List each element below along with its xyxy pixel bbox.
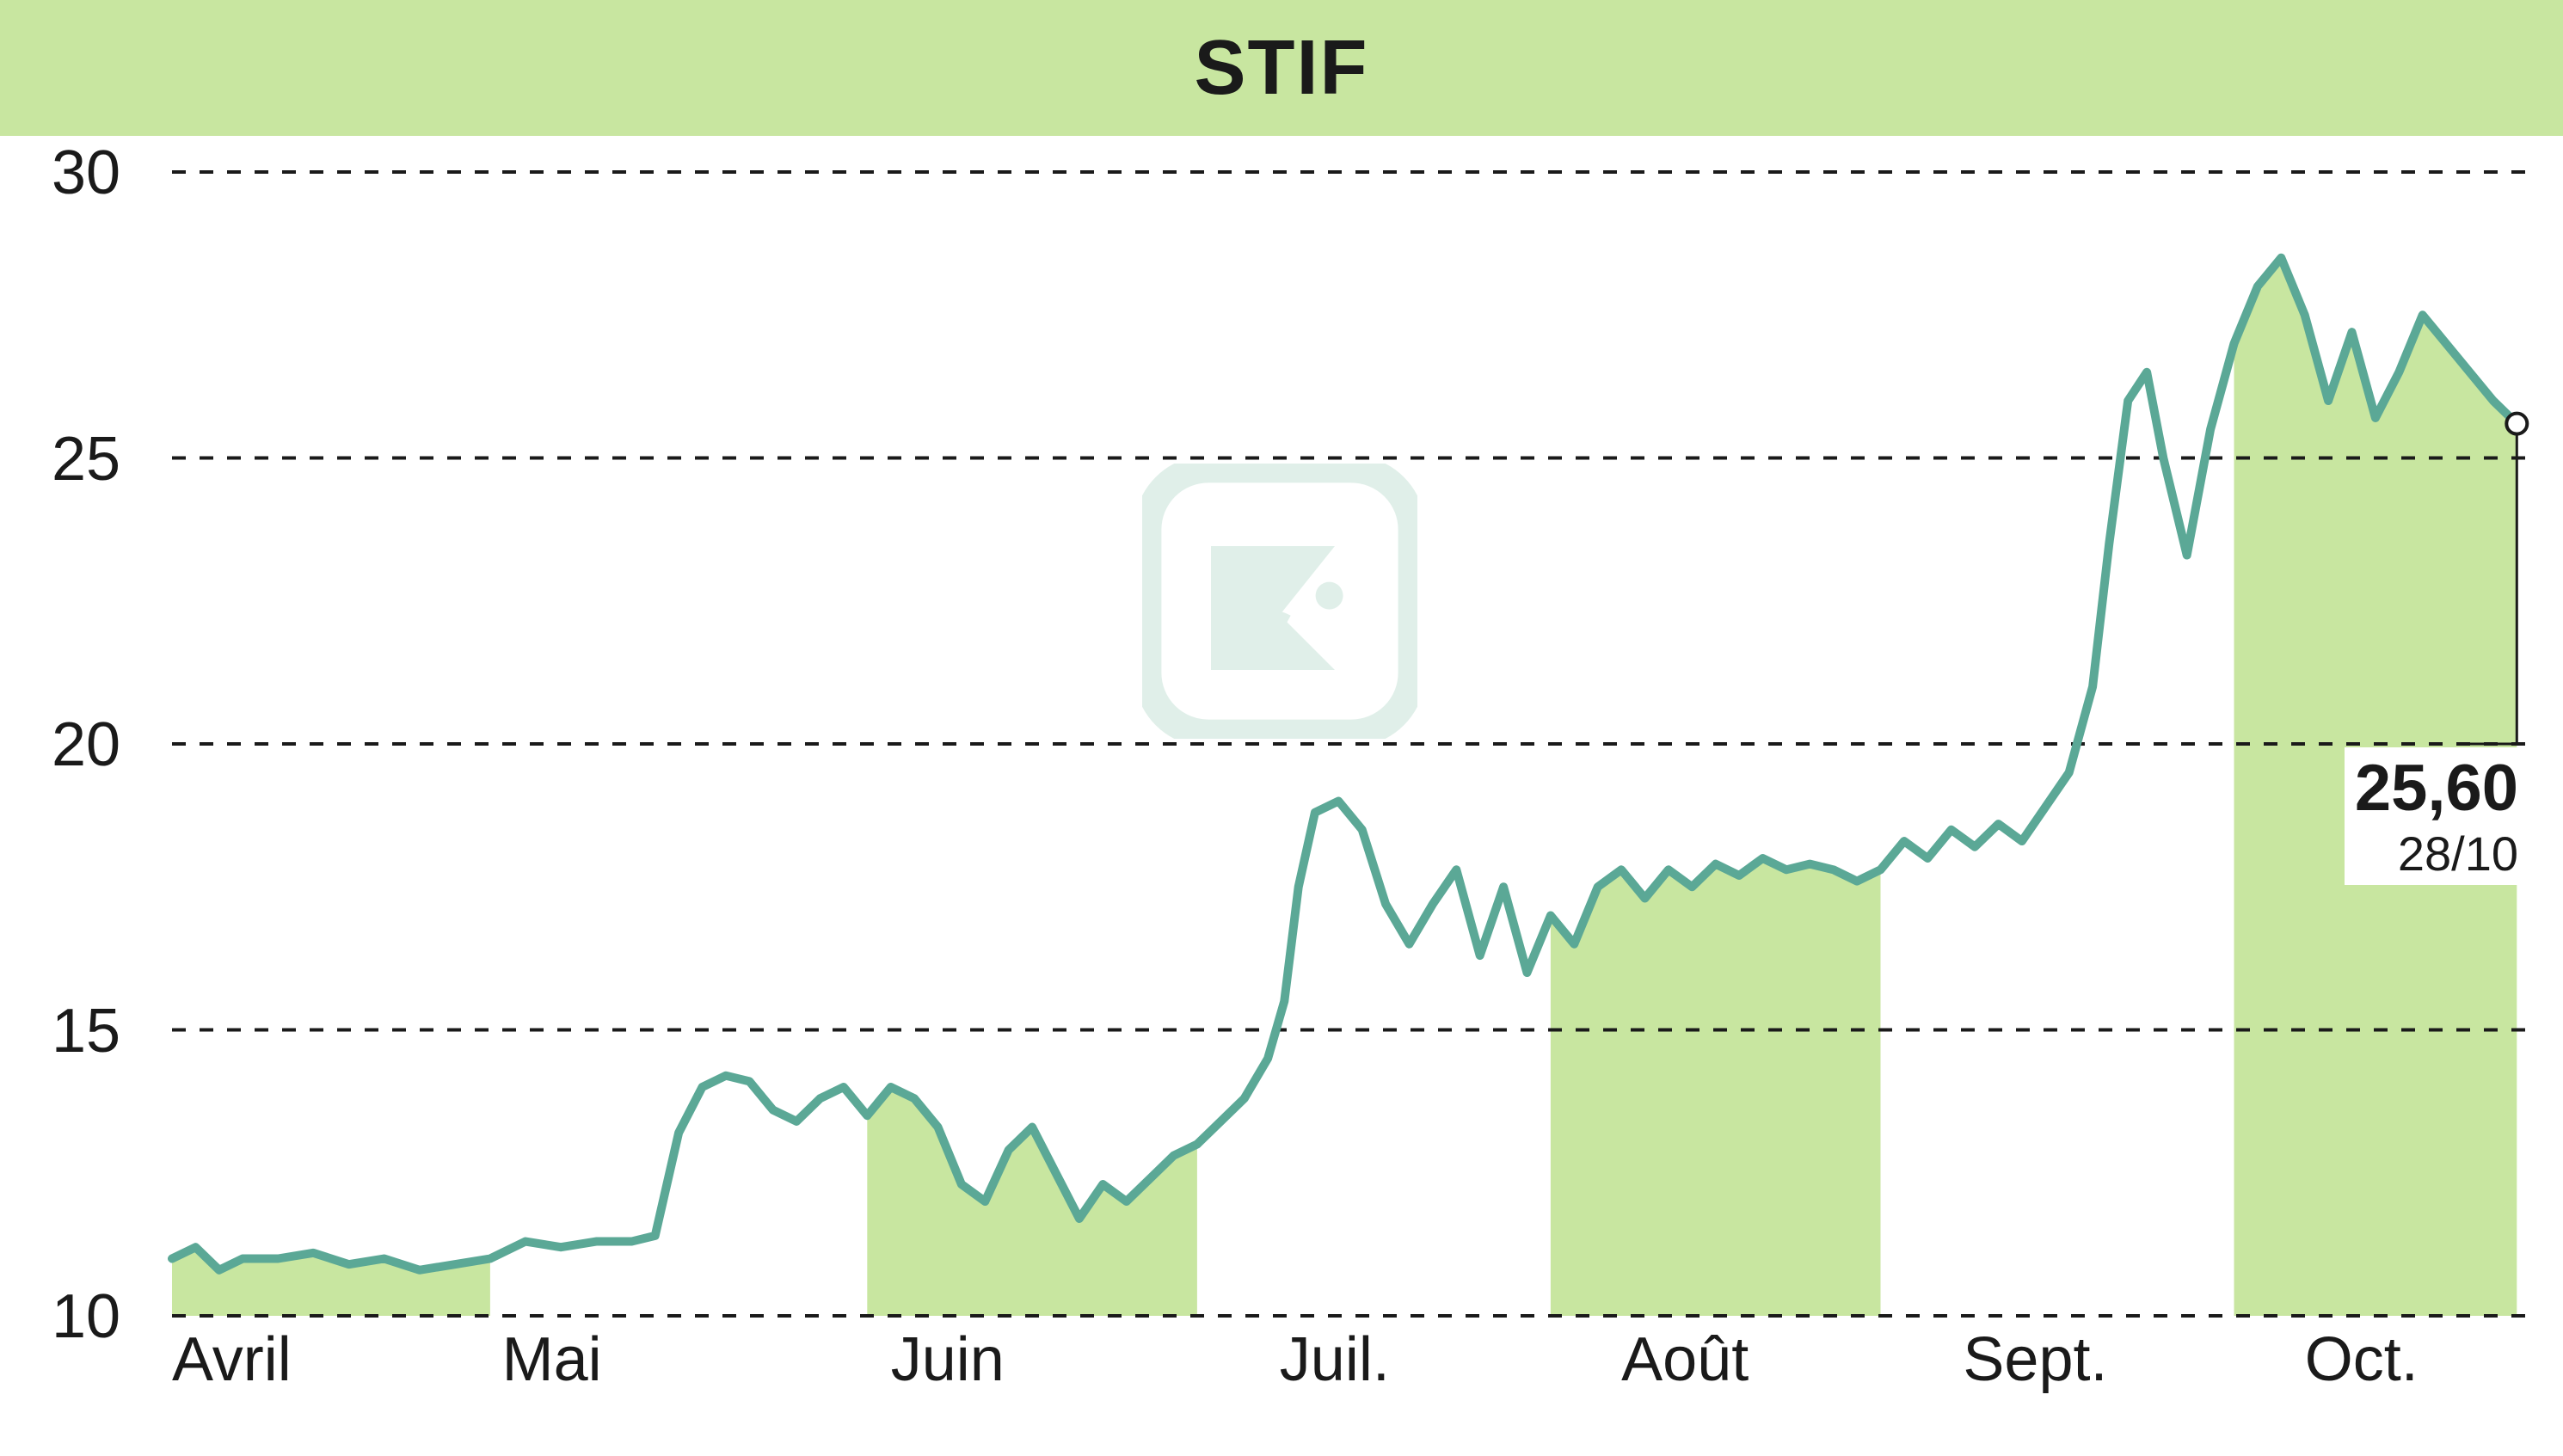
area-fill	[867, 1087, 1197, 1316]
x-tick-label: Juil.	[1280, 1324, 1390, 1395]
x-tick-label: Mai	[502, 1324, 602, 1395]
chart-container: 10 15 20 25 30 Avril Mai Juin Juil. Août Sept. Oct…	[0, 136, 2563, 1456]
x-tick-label: Oct.	[2305, 1324, 2419, 1395]
y-tick-label: 10	[52, 1281, 120, 1352]
chart-svg	[0, 136, 2563, 1456]
y-tick-label: 30	[52, 138, 120, 208]
area-fill	[1551, 858, 1881, 1316]
price-callout: 25,60 28/10	[2345, 747, 2529, 885]
chart-title: STIF	[1195, 25, 1369, 111]
y-tick-label: 25	[52, 424, 120, 495]
callout-date: 28/10	[2355, 826, 2518, 882]
price-line	[172, 258, 2517, 1270]
y-tick-label: 15	[52, 996, 120, 1066]
x-tick-label: Avril	[172, 1324, 292, 1395]
x-tick-label: Sept.	[1963, 1324, 2107, 1395]
chart-title-bar: STIF	[0, 0, 2563, 136]
watermark-logo	[1142, 464, 1417, 739]
x-tick-label: Juin	[891, 1324, 1005, 1395]
y-tick-label: 20	[52, 710, 120, 780]
x-tick-label: Août	[1621, 1324, 1749, 1395]
last-point-marker	[2506, 414, 2527, 434]
callout-value: 25,60	[2355, 751, 2518, 826]
